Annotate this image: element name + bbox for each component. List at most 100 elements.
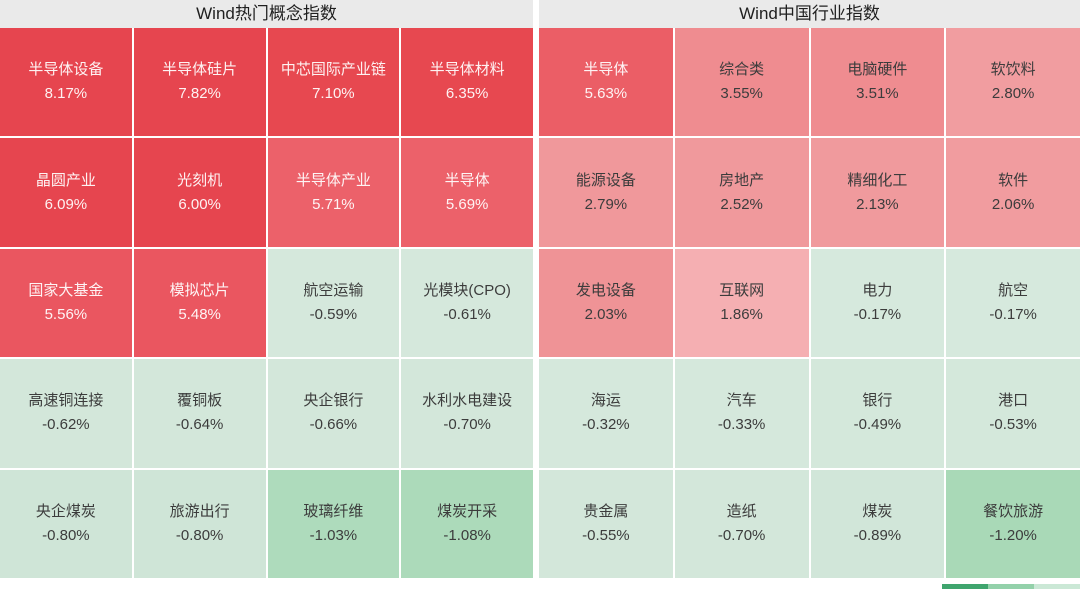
tile-value: -0.70% [443,416,491,434]
index-tile[interactable]: 软饮料 2.80% [946,28,1080,137]
index-tile[interactable]: 银行 -0.49% [810,359,945,468]
tile-value: -0.32% [582,416,630,434]
tile-label: 煤炭开采 [437,502,498,520]
index-tile[interactable]: 中芯国际产业链 7.10% [267,28,400,137]
tile-value: -1.20% [989,526,1037,544]
tile-value: -0.61% [443,305,491,323]
tile-label: 餐饮旅游 [983,502,1044,520]
tile-value: 2.13% [856,195,899,213]
tile-value: -0.64% [175,416,224,434]
tile-label: 房地产 [719,171,765,189]
index-tile[interactable]: 软件 2.06% [946,138,1080,247]
index-tile[interactable]: 精细化工 2.13% [810,138,945,247]
tile-label: 海运 [590,392,621,410]
tile-label: 造纸 [726,502,757,520]
index-tile[interactable]: 餐饮旅游 -1.20% [946,469,1080,578]
index-tile[interactable]: 电力 -0.17% [810,248,945,358]
tile-value: 5.69% [445,195,489,213]
tile-label: 光模块(CPO) [423,281,511,299]
tile-value: -0.80% [175,526,224,544]
index-tile[interactable]: 房地产 2.52% [674,138,809,247]
tile-label: 航空 [998,281,1029,299]
index-tile[interactable]: 半导体硅片 7.82% [133,28,266,137]
index-tile[interactable]: 旅游出行 -0.80% [133,469,266,578]
index-tile[interactable]: 港口 -0.53% [946,359,1080,468]
tile-value: -0.89% [853,526,902,544]
tile-value: -0.17% [989,305,1037,323]
tile-value: -0.80% [42,526,90,544]
tile-value: 6.00% [178,195,221,213]
tile-value: 6.09% [44,195,88,213]
index-tile[interactable]: 半导体 5.69% [401,138,533,247]
index-tile[interactable]: 煤炭开采 -1.08% [401,469,533,578]
tile-value: 5.63% [584,85,628,103]
index-tile[interactable]: 航空 -0.17% [946,248,1080,358]
tile-value: -0.62% [42,416,90,434]
tile-label: 中芯国际产业链 [280,61,386,79]
index-tile[interactable]: 海运 -0.32% [539,359,673,468]
index-tile[interactable]: 半导体产业 5.71% [267,138,400,247]
index-tile[interactable]: 航空运输 -0.59% [267,248,400,358]
index-tile[interactable]: 央企银行 -0.66% [267,359,400,468]
tile-label: 互联网 [719,281,765,299]
tile-label: 电脑硬件 [847,61,908,79]
tile-label: 央企煤炭 [35,502,96,520]
index-tile[interactable]: 国家大基金 5.56% [0,248,132,358]
tile-label: 汽车 [726,392,757,410]
heatmap-grid-china-industry: 半导体 5.63% 综合类 3.55% 电脑硬件 3.51% 软饮料 2.80% 能源设备 2.7… [539,28,1080,578]
tile-label: 央企银行 [303,392,364,410]
tile-value: 3.51% [856,85,899,103]
index-tile[interactable]: 半导体 5.63% [539,28,673,137]
tile-value: -0.59% [309,305,358,323]
index-tile[interactable]: 电脑硬件 3.51% [810,28,945,137]
tile-value: -0.55% [582,526,630,544]
tile-value: 8.17% [44,85,88,103]
index-tile[interactable]: 高速铜连接 -0.62% [0,359,132,468]
tile-value: -0.66% [309,416,358,434]
tile-label: 高速铜连接 [28,392,104,410]
tile-value: 2.52% [720,195,763,213]
index-tile[interactable]: 晶圆产业 6.09% [0,138,132,247]
index-tile[interactable]: 贵金属 -0.55% [539,469,673,578]
index-tile[interactable]: 光模块(CPO) -0.61% [401,248,533,358]
tile-label: 银行 [862,392,893,410]
tile-value: 7.82% [178,85,221,103]
panel-hot-concept-index: Wind热门概念指数 半导体设备 8.17% 半导体硅片 7.82% 中芯国际产业链 7.… [0,0,533,578]
color-scale-legend [942,584,1080,589]
tile-value: -1.08% [443,526,491,544]
index-tile[interactable]: 煤炭 -0.89% [810,469,945,578]
tile-value: -0.33% [717,416,766,434]
tile-label: 软饮料 [990,61,1036,79]
tile-label: 半导体设备 [28,61,104,79]
index-tile[interactable]: 半导体设备 8.17% [0,28,132,137]
tile-label: 水利水电建设 [422,392,513,410]
tile-label: 煤炭 [862,502,893,520]
tile-label: 港口 [998,392,1029,410]
tile-value: 5.48% [178,305,221,323]
index-tile[interactable]: 玻璃纤维 -1.03% [267,469,400,578]
tile-label: 半导体 [583,61,629,79]
tile-label: 贵金属 [583,502,629,520]
tile-value: 3.55% [720,85,763,103]
index-tile[interactable]: 光刻机 6.00% [133,138,266,247]
index-tile[interactable]: 水利水电建设 -0.70% [401,359,533,468]
tile-label: 软件 [998,171,1029,189]
index-tile[interactable]: 半导体材料 6.35% [401,28,533,137]
panel-china-industry-index: Wind中国行业指数 半导体 5.63% 综合类 3.55% 电脑硬件 3.51% 软饮料 2… [539,0,1080,578]
tile-label: 半导体产业 [295,171,371,189]
index-tile[interactable]: 互联网 1.86% [674,248,809,358]
index-tile[interactable]: 覆铜板 -0.64% [133,359,266,468]
index-tile[interactable]: 模拟芯片 5.48% [133,248,266,358]
index-tile[interactable]: 能源设备 2.79% [539,138,673,247]
index-tile[interactable]: 综合类 3.55% [674,28,809,137]
index-tile[interactable]: 发电设备 2.03% [539,248,673,358]
index-tile[interactable]: 央企煤炭 -0.80% [0,469,132,578]
index-tile[interactable]: 汽车 -0.33% [674,359,809,468]
index-tile[interactable]: 造纸 -0.70% [674,469,809,578]
tile-label: 发电设备 [575,281,636,299]
tile-label: 半导体硅片 [162,61,238,79]
heatmap-grid-hot-concept: 半导体设备 8.17% 半导体硅片 7.82% 中芯国际产业链 7.10% 半导体材料 6.3… [0,28,533,578]
tile-value: 2.79% [584,195,628,213]
tile-label: 综合类 [719,61,765,79]
